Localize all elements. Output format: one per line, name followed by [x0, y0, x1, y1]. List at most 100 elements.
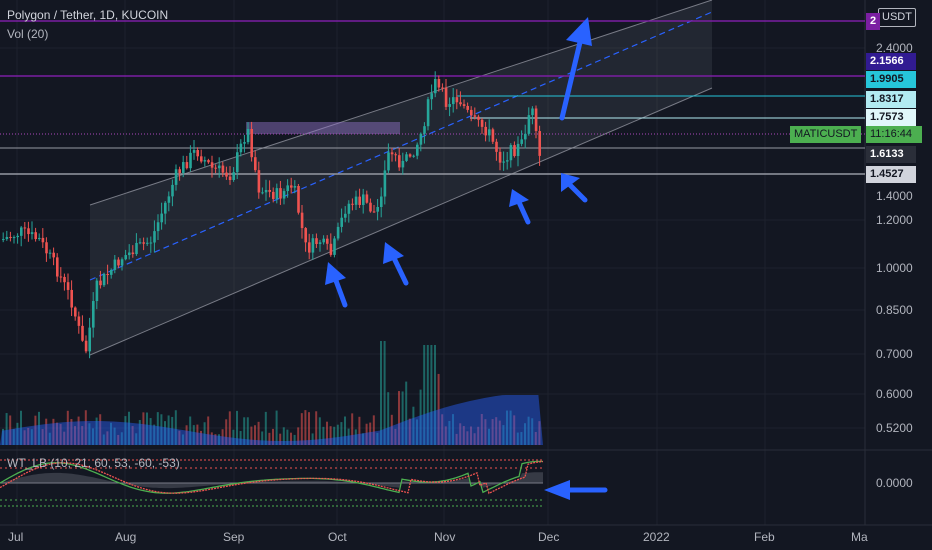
- candle-body: [81, 325, 84, 341]
- candle-body: [498, 151, 502, 163]
- candle-body: [452, 97, 455, 105]
- volume-bar: [484, 419, 487, 445]
- volume-bar: [408, 418, 411, 445]
- price-tag: 1.8317: [866, 91, 916, 108]
- volume-bar: [34, 415, 37, 445]
- time-label: Sep: [223, 530, 245, 544]
- candle-body: [45, 242, 48, 254]
- volume-bar: [48, 432, 51, 445]
- time-label: Dec: [538, 530, 559, 544]
- volume-bar: [527, 416, 530, 445]
- candle-body: [502, 161, 505, 163]
- volume-bar: [92, 428, 94, 445]
- candle-body: [63, 276, 66, 283]
- price-tag: 1.4527: [866, 166, 916, 183]
- candle-body: [243, 142, 246, 144]
- candle-body: [124, 255, 127, 260]
- indicator-legend[interactable]: WT_LB (10, 21, 60, 53, -60, -53): [7, 456, 180, 470]
- volume-bar: [146, 412, 148, 445]
- candle-body: [106, 274, 109, 276]
- candle-body: [506, 160, 509, 162]
- candle-body: [480, 119, 484, 127]
- candle-body: [538, 131, 541, 156]
- candle-body: [246, 129, 250, 143]
- candle-body: [426, 99, 430, 127]
- time-label: Nov: [434, 530, 455, 544]
- candle-body: [138, 242, 142, 244]
- volume-bar: [434, 345, 436, 445]
- arrow-support-2: [383, 242, 409, 286]
- volume-bar: [405, 381, 408, 445]
- candle-body: [333, 238, 336, 255]
- candle-body: [390, 152, 394, 155]
- candle-body: [185, 162, 189, 169]
- candle-body: [5, 236, 9, 240]
- candle-body: [77, 316, 81, 326]
- candle-body: [92, 301, 95, 328]
- volume-bar: [441, 414, 444, 445]
- volume-bar: [462, 425, 465, 445]
- candle-body: [437, 78, 441, 88]
- candle-body: [171, 184, 174, 197]
- regression-channel[interactable]: [89, 0, 713, 356]
- candle-body: [419, 133, 423, 145]
- volume-bar: [311, 433, 314, 445]
- volume-bar: [383, 341, 386, 445]
- candle-body: [462, 104, 466, 106]
- price-tag-label: 1.9905: [870, 73, 904, 85]
- time-axis[interactable]: Jul Aug Sep Oct Nov Dec 2022 Feb Ma: [8, 530, 868, 544]
- candle-body: [365, 194, 369, 203]
- volume-bar: [257, 421, 260, 445]
- volume-bar: [293, 434, 296, 445]
- candle-body: [336, 226, 340, 239]
- volume-bar: [56, 422, 58, 445]
- symbol-legend[interactable]: Polygon / Tether, 1D, KUCOIN: [7, 8, 169, 22]
- candle-body: [459, 102, 462, 105]
- price-tag-label: 1.6133: [870, 148, 904, 160]
- volume-bar: [45, 418, 48, 445]
- price-axis[interactable]: 2.4000 1.4000 1.2000 1.0000 0.8500 0.700…: [876, 41, 913, 490]
- volume-bar: [470, 426, 472, 445]
- candle-body: [178, 169, 181, 173]
- resistance-zone[interactable]: [246, 122, 400, 134]
- volume-bar: [426, 345, 429, 445]
- volume-bar: [225, 419, 228, 445]
- volume-bar: [95, 417, 98, 445]
- candle-body: [131, 252, 135, 255]
- currency-button[interactable]: USDT: [878, 8, 916, 27]
- candlesticks[interactable]: [2, 71, 541, 359]
- volume-bar: [502, 425, 505, 445]
- volume-bar: [290, 432, 292, 445]
- candle-body: [444, 87, 448, 107]
- horizontal-levels[interactable]: [0, 20, 865, 175]
- volume-bar: [156, 412, 159, 445]
- volume-bar: [171, 416, 174, 445]
- volume-bar: [286, 429, 289, 445]
- volume-bar: [390, 414, 393, 445]
- candle-body: [520, 139, 523, 144]
- volume-bar: [164, 421, 166, 445]
- volume-bar: [477, 426, 480, 445]
- volume-bar: [23, 430, 26, 445]
- volume-bar: [5, 413, 8, 445]
- candle-body: [88, 327, 91, 352]
- volume-bar: [358, 416, 361, 445]
- blue-arrows[interactable]: [325, 17, 608, 500]
- bar-countdown: 11:16:44: [870, 128, 913, 140]
- candle-body: [254, 157, 257, 171]
- candle-body: [448, 104, 451, 107]
- candle-body: [308, 242, 311, 253]
- candle-body: [491, 129, 495, 142]
- candle-body: [9, 236, 12, 238]
- volume-bar: [120, 432, 123, 445]
- candle-body: [416, 144, 419, 156]
- volume-legend[interactable]: Vol (20): [7, 27, 49, 41]
- volume-bar: [354, 429, 357, 445]
- volume-bar: [131, 426, 134, 445]
- price-tick: 0.8500: [876, 303, 913, 317]
- volume-bar: [160, 414, 163, 445]
- volume-bar: [41, 429, 44, 445]
- candle-body: [27, 228, 30, 235]
- volume-bar: [207, 416, 210, 445]
